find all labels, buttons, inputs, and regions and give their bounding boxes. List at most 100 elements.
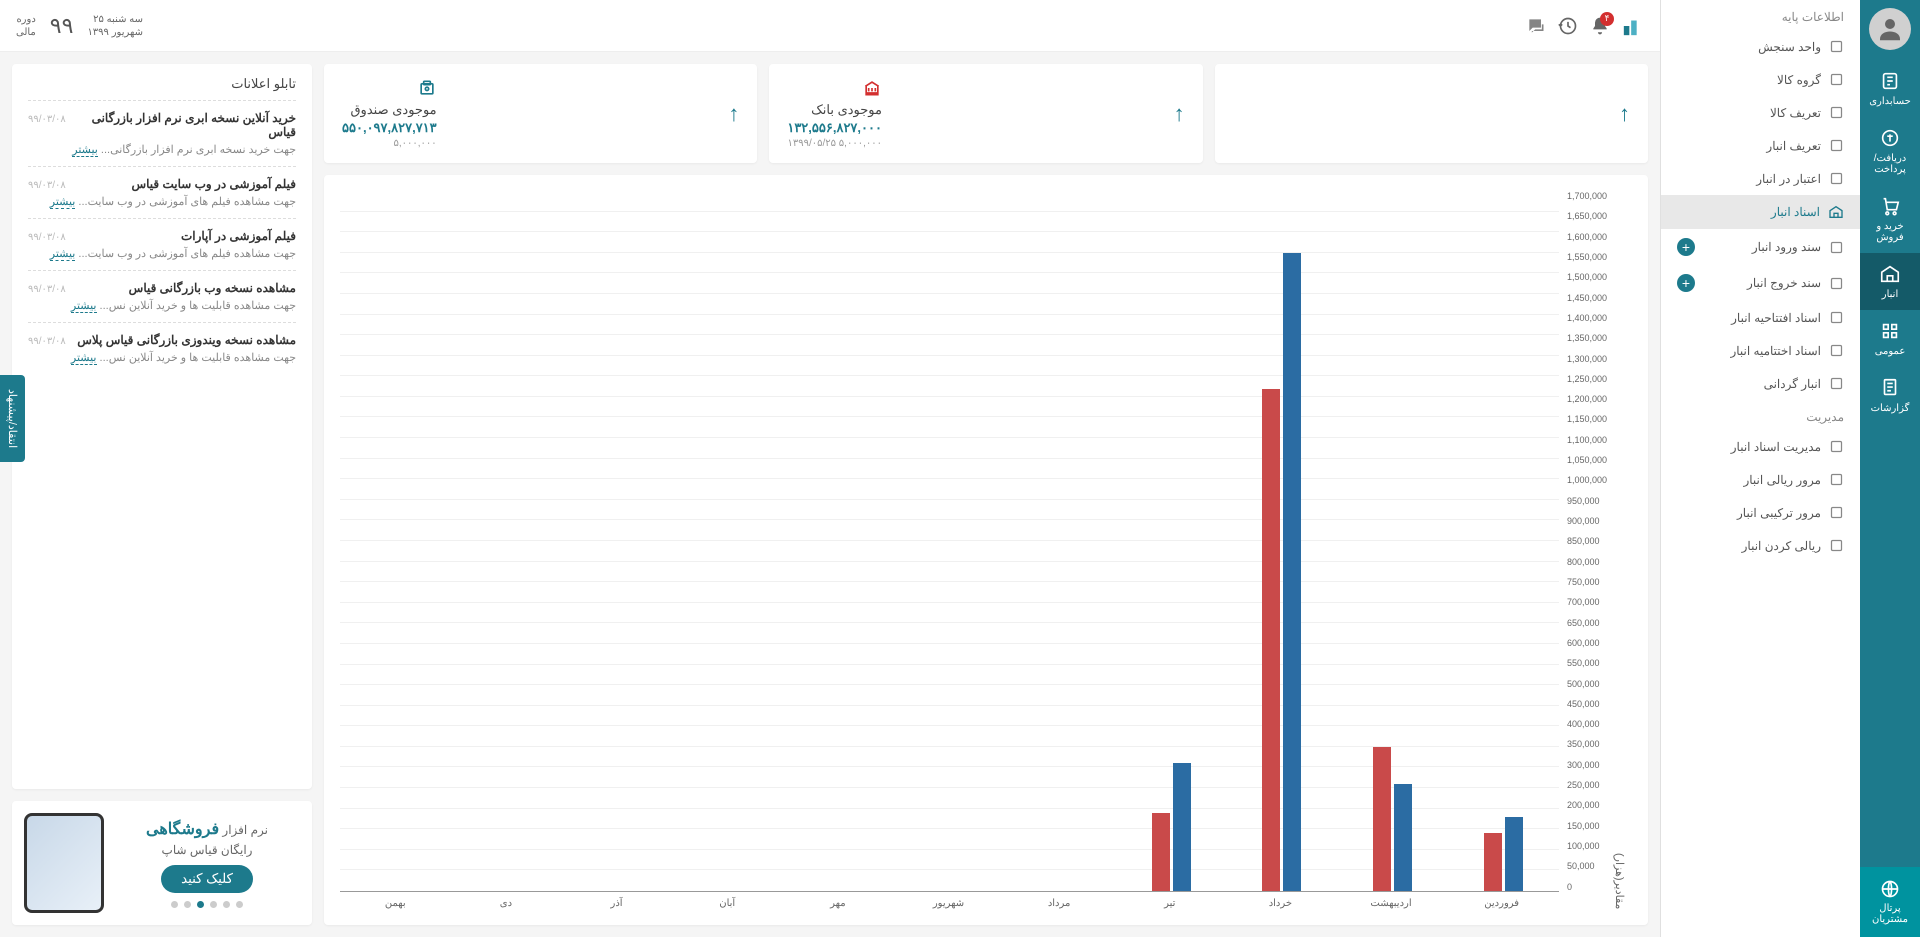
base-item-2[interactable]: تعریف کالا xyxy=(1661,96,1860,129)
kpi-card-0: ↑ xyxy=(1215,64,1648,163)
chat-icon xyxy=(1526,16,1546,36)
y-tick: 1,450,000 xyxy=(1567,293,1607,303)
warehouse-docs-icon xyxy=(1828,204,1844,220)
nav-warehouse[interactable]: انبار xyxy=(1860,253,1920,310)
more-link[interactable]: بیشتر xyxy=(71,352,97,365)
arrow-up-icon: ↑ xyxy=(1174,101,1185,127)
y-tick: 1,200,000 xyxy=(1567,394,1607,404)
chat-icon-btn[interactable] xyxy=(1526,16,1546,36)
portal-label: پرتال مشتریان xyxy=(1872,903,1908,925)
menu-item-icon xyxy=(1829,72,1844,87)
y-tick: 250,000 xyxy=(1567,780,1607,790)
y-tick: 1,600,000 xyxy=(1567,232,1607,242)
nav-reports[interactable]: گزارشات xyxy=(1860,367,1920,424)
x-label: آبان xyxy=(672,898,783,909)
mgmt-item-1[interactable]: مرور ریالی انبار xyxy=(1661,463,1860,496)
accounting-icon xyxy=(1879,70,1901,92)
mgmt-item-0[interactable]: مدیریت اسناد انبار xyxy=(1661,430,1860,463)
section-title-mgmt: مدیریت xyxy=(1661,400,1860,430)
bar-red xyxy=(1373,747,1391,891)
promo-cta-button[interactable]: کلیک کنید xyxy=(161,865,253,893)
menu-item-icon xyxy=(1829,276,1844,291)
kpi-subtext: ۱۳۹۹/۰۵/۲۵ ۵,۰۰۰,۰۰۰ xyxy=(787,138,882,149)
notification-badge: ۴ xyxy=(1600,12,1614,26)
menu-item-icon xyxy=(1829,505,1844,520)
bar-group-6 xyxy=(783,191,894,891)
announcement-title: فیلم آموزشی در آپارات xyxy=(181,229,296,243)
docs-item-3[interactable]: اسناد اختتامیه انبار xyxy=(1661,334,1860,367)
pagination-dot[interactable] xyxy=(184,901,191,908)
add-button[interactable]: + xyxy=(1677,238,1695,256)
y-tick: 950,000 xyxy=(1567,496,1607,506)
nav-accounting[interactable]: حسابداری xyxy=(1860,60,1920,117)
notification-bell[interactable]: ۴ xyxy=(1590,16,1610,36)
nav-general[interactable]: عمومی xyxy=(1860,310,1920,367)
history-icon-btn[interactable] xyxy=(1558,16,1578,36)
pagination-dot[interactable] xyxy=(223,901,230,908)
more-link[interactable]: بیشتر xyxy=(72,144,98,157)
docs-item-1[interactable]: سند خروج انبار+ xyxy=(1661,265,1860,301)
kpi-title: موجودی صندوق xyxy=(342,102,437,118)
promo-pagination-dots[interactable] xyxy=(114,901,300,908)
y-tick: 1,350,000 xyxy=(1567,333,1607,343)
x-label: بهمن xyxy=(340,898,451,909)
pagination-dot[interactable] xyxy=(171,901,178,908)
section-title-base: اطلاعات پایه xyxy=(1661,0,1860,30)
arrow-up-icon: ↑ xyxy=(1619,101,1630,127)
mgmt-item-2[interactable]: مرور ترکیبی انبار xyxy=(1661,496,1860,529)
period-label: دوره مالی xyxy=(16,13,36,39)
avatar-icon xyxy=(1875,14,1905,44)
feedback-tab[interactable]: انتقاد/پیشنهاد xyxy=(0,375,25,462)
announcement-title: مشاهده نسخه وب بازرگانی قیاس xyxy=(129,281,296,295)
announcement-0: خرید آنلاین نسخه ابری نرم افزار بازرگانی… xyxy=(28,100,296,166)
chart-y-axis: 1,700,0001,650,0001,600,0001,550,0001,50… xyxy=(1563,191,1607,892)
docs-item-2[interactable]: اسناد افتتاحیه انبار xyxy=(1661,301,1860,334)
bar-group-3 xyxy=(1116,191,1227,891)
user-avatar[interactable] xyxy=(1869,8,1911,50)
menu-item-icon xyxy=(1829,376,1844,391)
bar-group-8 xyxy=(562,191,673,891)
pagination-dot[interactable] xyxy=(197,901,204,908)
menu-item-icon xyxy=(1829,310,1844,325)
promo-subtext: رایگان قیاس شاپ xyxy=(114,843,300,857)
announcement-title: خرید آنلاین نسخه ابری نرم افزار بازرگانی… xyxy=(66,111,296,139)
nav-receive-pay[interactable]: دریافت/پرداخت xyxy=(1860,117,1920,185)
cashbox-icon xyxy=(417,78,437,98)
bar-red xyxy=(1262,389,1280,891)
pagination-dot[interactable] xyxy=(210,901,217,908)
reports-icon xyxy=(1879,377,1901,399)
base-item-1[interactable]: گروه کالا xyxy=(1661,63,1860,96)
bar-group-4 xyxy=(1005,191,1116,891)
y-tick: 1,500,000 xyxy=(1567,272,1607,282)
promo-phone-image xyxy=(24,813,104,913)
main-sidebar: حسابداریدریافت/پرداختخرید و فروشانبارعمو… xyxy=(1860,0,1920,937)
base-item-4[interactable]: اعتبار در انبار xyxy=(1661,162,1860,195)
base-item-3[interactable]: تعریف انبار xyxy=(1661,129,1860,162)
base-item-0[interactable]: واحد سنجش xyxy=(1661,30,1860,63)
section-title-docs[interactable]: اسناد انبار xyxy=(1661,195,1860,229)
x-label: اردیبهشت xyxy=(1336,898,1447,909)
x-label: خرداد xyxy=(1225,898,1336,909)
logo xyxy=(1622,15,1644,37)
pagination-dot[interactable] xyxy=(236,901,243,908)
mgmt-item-3[interactable]: ریالی کردن انبار xyxy=(1661,529,1860,562)
more-link[interactable]: بیشتر xyxy=(50,196,76,209)
x-label: مرداد xyxy=(1004,898,1115,909)
bar-blue xyxy=(1394,784,1412,891)
announcement-title: فیلم آموزشی در وب سایت قیاس xyxy=(131,177,296,191)
x-label: فروردین xyxy=(1446,898,1557,909)
docs-item-4[interactable]: انبار گردانی xyxy=(1661,367,1860,400)
customer-portal-link[interactable]: پرتال مشتریان xyxy=(1860,867,1920,937)
more-link[interactable]: بیشتر xyxy=(71,300,97,313)
arrow-up-icon: ↑ xyxy=(728,101,739,127)
docs-item-0[interactable]: سند ورود انبار+ xyxy=(1661,229,1860,265)
chart-card: مقادیر(هزار) 1,700,0001,650,0001,600,000… xyxy=(324,175,1648,925)
menu-item-icon xyxy=(1829,39,1844,54)
menu-item-icon xyxy=(1829,472,1844,487)
bar-group-0 xyxy=(1448,191,1559,891)
announcement-body: جهت مشاهده فیلم های آموزشی در وب سایت...… xyxy=(28,195,296,208)
nav-buy-sell[interactable]: خرید و فروش xyxy=(1860,185,1920,253)
add-button[interactable]: + xyxy=(1677,274,1695,292)
promo-heading: نرم افزار فروشگاهی xyxy=(114,819,300,839)
more-link[interactable]: بیشتر xyxy=(50,248,76,261)
